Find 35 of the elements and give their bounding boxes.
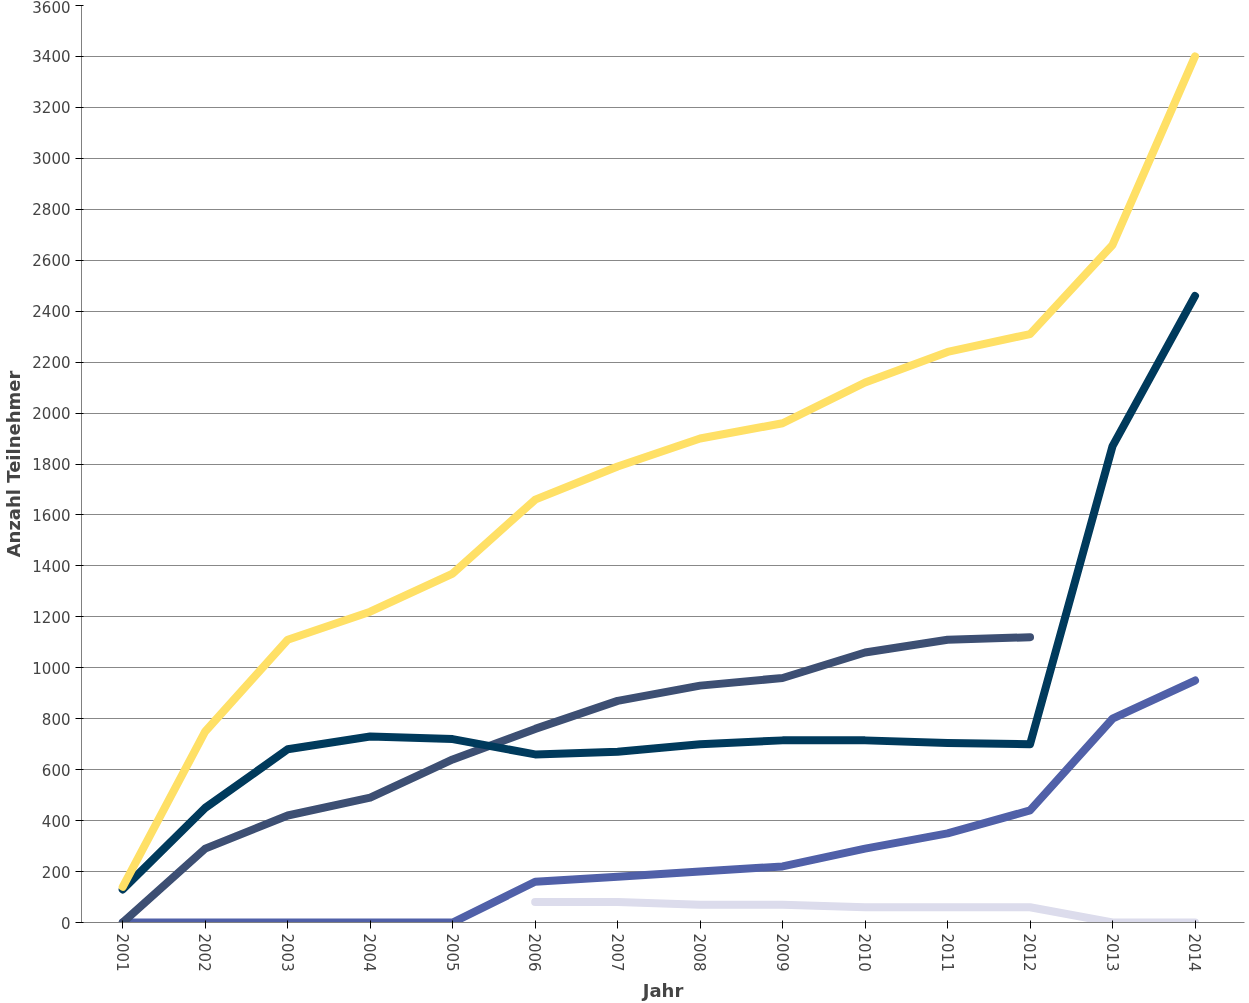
x-tick-label: 2007 — [607, 933, 626, 972]
x-axis-title: Jahr — [640, 979, 684, 1001]
x-tick-label: 2011 — [937, 933, 956, 972]
y-tick-label: 2200 — [32, 354, 71, 373]
x-tick-label: 2009 — [772, 933, 791, 972]
y-axis-title: Anzahl Teilnehmer — [3, 370, 25, 558]
y-tick-label: 1000 — [32, 659, 71, 678]
y-tick-label: 2000 — [32, 405, 71, 424]
x-tick-label: 2001 — [112, 933, 131, 972]
y-tick-label: 3400 — [32, 48, 71, 67]
y-tick-label: 800 — [41, 710, 71, 729]
y-tick-label: 3600 — [32, 0, 71, 17]
y-tick-label: 400 — [41, 812, 71, 831]
x-tick-label: 2013 — [1102, 933, 1121, 972]
y-tick-label: 2400 — [32, 303, 71, 322]
y-tick-label: 1200 — [32, 608, 71, 627]
x-tick-label: 2003 — [277, 933, 296, 972]
x-tick-label: 2004 — [360, 933, 379, 972]
y-tick-label: 600 — [41, 761, 71, 780]
x-tick-label: 2005 — [442, 933, 461, 972]
y-tick-label: 200 — [41, 863, 71, 882]
x-tick-label: 2014 — [1185, 933, 1204, 972]
y-tick-label: 1400 — [32, 557, 71, 576]
x-tick-label: 2008 — [690, 933, 709, 972]
x-tick-label: 2006 — [525, 933, 544, 972]
y-tick-label: 2600 — [32, 252, 71, 271]
y-tick-label: 3200 — [32, 99, 71, 118]
x-tick-label: 2010 — [855, 933, 874, 972]
x-tick-label: 2002 — [195, 933, 214, 972]
y-tick-label: 3000 — [32, 150, 71, 169]
y-tick-label: 0 — [60, 914, 71, 933]
y-tick-label: 1600 — [32, 506, 71, 525]
x-tick-label: 2012 — [1020, 933, 1039, 972]
y-tick-label: 2800 — [32, 201, 71, 220]
y-tick-label: 1800 — [32, 456, 71, 474]
